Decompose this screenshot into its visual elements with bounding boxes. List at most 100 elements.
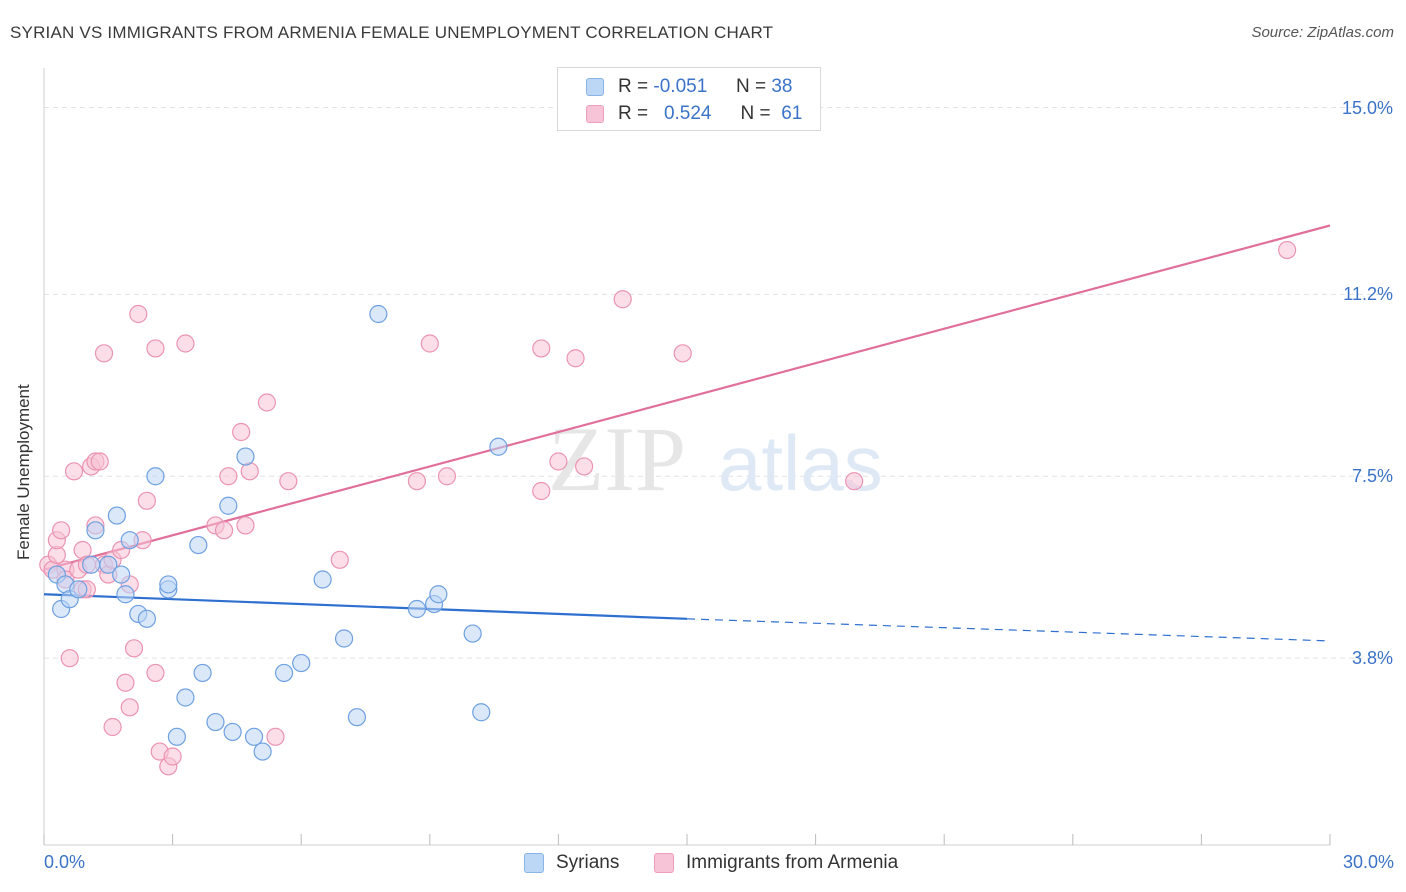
data-point — [167, 727, 186, 746]
watermark-zip: ZIP — [548, 408, 686, 510]
legend-row-armenia: R = 0.524 N = 61 — [586, 103, 802, 125]
data-point — [437, 467, 457, 486]
data-point — [137, 491, 156, 510]
watermark-atlas: atlas — [718, 419, 883, 507]
data-point — [420, 334, 439, 353]
data-point — [219, 467, 238, 486]
data-point — [86, 521, 105, 540]
data-point — [159, 575, 178, 594]
legend-item-armenia[interactable]: Immigrants from Armenia — [654, 852, 898, 874]
data-point — [429, 585, 448, 604]
x-tick-label-min: 0.0% — [44, 852, 86, 872]
data-point — [64, 462, 84, 481]
legend-swatch-syrians — [524, 853, 544, 873]
legend-swatch-armenia — [654, 853, 674, 873]
data-point — [472, 703, 491, 722]
legend-label-armenia: Immigrants from Armenia — [686, 852, 899, 873]
data-point — [279, 472, 298, 491]
data-point — [129, 304, 148, 324]
source-label: Source: ZipAtlas.com — [1251, 24, 1394, 41]
data-point — [116, 585, 135, 604]
data-point — [266, 727, 285, 746]
r-label: R = — [618, 76, 649, 97]
data-point — [163, 747, 182, 766]
data-point — [845, 472, 864, 491]
data-point — [236, 447, 255, 466]
data-point — [532, 481, 551, 501]
data-point — [549, 452, 568, 471]
data-point — [69, 580, 88, 599]
data-point — [219, 496, 238, 515]
x-tick-label-max: 30.0% — [1342, 852, 1394, 872]
legend-label-syrians: Syrians — [556, 852, 620, 873]
data-point — [146, 467, 165, 486]
trend-line — [43, 593, 688, 620]
data-point — [244, 727, 264, 746]
y-tick-label: 15.0% — [1341, 97, 1393, 118]
n-label: N = — [740, 103, 771, 124]
r-value: -0.051 — [653, 76, 708, 97]
data-point — [292, 653, 311, 673]
data-point — [120, 531, 139, 550]
legend-row-syrians: R = -0.051 N = 38 — [586, 76, 792, 98]
axes — [43, 68, 1331, 846]
data-point — [124, 639, 144, 658]
data-point — [223, 722, 242, 742]
trend-line-extension — [686, 618, 1331, 642]
data-point — [369, 304, 388, 324]
data-point — [313, 570, 332, 589]
data-point — [489, 437, 508, 456]
data-point — [103, 717, 122, 737]
data-point — [532, 339, 551, 358]
data-point — [334, 629, 354, 648]
chart-title: SYRIAN VS IMMIGRANTS FROM ARMENIA FEMALE… — [10, 23, 774, 42]
data-point — [146, 339, 165, 358]
data-point — [116, 673, 135, 692]
data-point — [347, 708, 367, 727]
data-point — [232, 422, 251, 442]
data-point — [176, 334, 195, 353]
r-label: R = — [618, 103, 649, 124]
data-point — [137, 609, 156, 628]
data-point — [99, 555, 118, 574]
data-point — [575, 457, 594, 476]
data-point — [112, 565, 131, 584]
data-point — [94, 344, 114, 363]
data-point — [1278, 240, 1297, 260]
y-axis-label: Female Unemployment — [14, 384, 33, 560]
data-point — [146, 663, 165, 683]
data-point — [193, 663, 212, 683]
data-point — [566, 349, 585, 368]
trend-lines — [43, 224, 1331, 642]
data-point — [189, 535, 208, 555]
data-point — [274, 663, 294, 683]
n-value: 61 — [781, 103, 803, 124]
y-tick-label: 11.2% — [1343, 284, 1393, 305]
data-point — [463, 624, 482, 643]
data-point — [330, 550, 349, 569]
data-point — [673, 344, 692, 363]
data-point — [206, 712, 225, 732]
n-label: N = — [735, 76, 767, 97]
data-point — [407, 599, 427, 619]
legend-swatch-armenia — [586, 105, 604, 123]
data-point — [257, 393, 277, 412]
data-point — [52, 521, 71, 540]
legend-item-syrians[interactable]: Syrians — [524, 852, 619, 874]
r-value: 0.524 — [663, 103, 712, 124]
series-legend: Syrians Immigrants from Armenia — [0, 852, 1406, 878]
trend-line — [43, 224, 1331, 571]
y-tick-label: 7.5% — [1351, 466, 1393, 487]
data-point — [236, 516, 255, 535]
data-point — [82, 555, 101, 574]
data-point — [613, 290, 632, 309]
legend-swatch-syrians — [586, 78, 604, 96]
n-value: 38 — [771, 76, 793, 97]
data-points — [39, 240, 1297, 776]
y-tick-label: 3.8% — [1351, 648, 1393, 669]
data-point — [407, 472, 427, 491]
correlation-legend: R = -0.051 N = 38 R = 0.524 N = 61 — [557, 67, 821, 131]
data-point — [60, 649, 79, 668]
gridlines — [44, 107, 1392, 659]
